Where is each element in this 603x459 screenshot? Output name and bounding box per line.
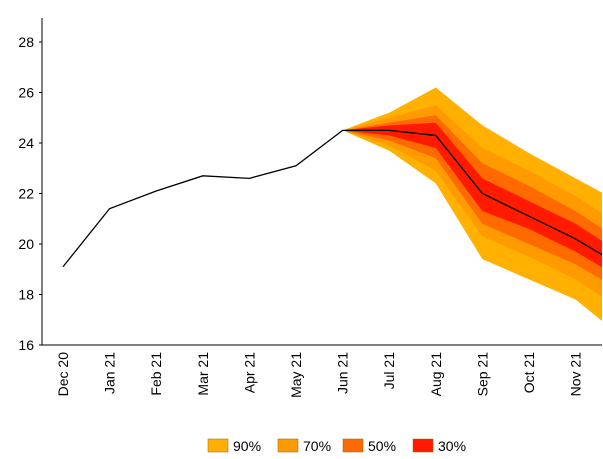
legend-swatch xyxy=(277,438,299,453)
x-tick-label: Dec 20 xyxy=(55,352,71,397)
y-tick-label: 18 xyxy=(18,287,34,303)
legend-item: 50% xyxy=(342,438,396,454)
legend-swatch xyxy=(342,438,364,453)
fan-band xyxy=(342,115,602,280)
x-tick-label: Jan 21 xyxy=(102,352,118,394)
plot-area xyxy=(62,87,602,322)
x-tick-label: May 21 xyxy=(288,352,304,398)
legend-swatch xyxy=(207,438,229,453)
central-line xyxy=(62,129,602,268)
y-tick-label: 24 xyxy=(18,135,34,151)
y-tick-label: 20 xyxy=(18,236,34,252)
legend-item: 70% xyxy=(277,438,331,454)
x-tick-label: Aug 21 xyxy=(428,352,444,397)
legend-label: 70% xyxy=(303,438,331,454)
legend-item: 90% xyxy=(207,438,261,454)
y-tick-label: 22 xyxy=(18,186,34,202)
y-tick-label: 16 xyxy=(18,337,34,353)
x-tick-label: Jun 21 xyxy=(335,352,351,394)
fan-band xyxy=(342,122,602,268)
legend-item: 30% xyxy=(412,438,466,454)
y-tick-label: 28 xyxy=(18,34,34,50)
legend-label: 90% xyxy=(233,438,261,454)
x-tick-label: Apr 21 xyxy=(241,352,257,393)
y-tick-label: 26 xyxy=(18,85,34,101)
x-tick-label: Feb 21 xyxy=(148,352,164,396)
legend-label: 50% xyxy=(368,438,396,454)
x-tick-label: Mar 21 xyxy=(195,352,211,396)
x-tick-label: Jul 21 xyxy=(381,352,397,390)
legend-swatch xyxy=(412,438,434,453)
legend-label: 30% xyxy=(438,438,466,454)
x-tick-label: Sep 21 xyxy=(474,352,490,397)
x-tick-label: Oct 21 xyxy=(521,352,537,393)
x-tick-label: Nov 21 xyxy=(568,352,584,397)
